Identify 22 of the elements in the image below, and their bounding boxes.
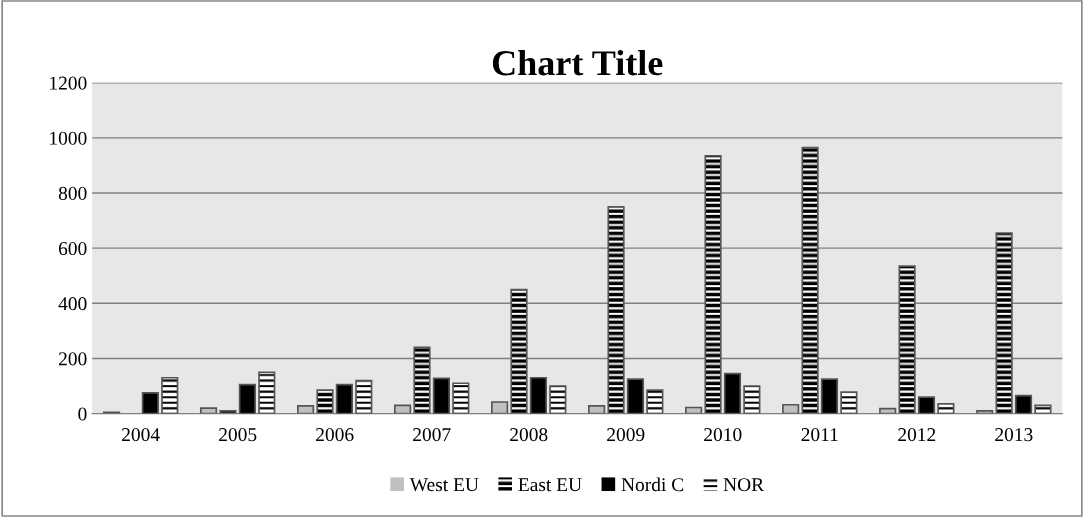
chart-title: Chart Title bbox=[492, 49, 663, 76]
legend-label: East EU bbox=[518, 478, 582, 492]
x-tick-label: 2006 bbox=[316, 428, 354, 442]
x-tick-label: 2011 bbox=[801, 428, 838, 442]
x-tick-label: 2010 bbox=[704, 428, 742, 442]
y-tick-label: 1200 bbox=[50, 76, 87, 90]
y-tick-label: 0 bbox=[78, 407, 87, 421]
y-tick-label: 400 bbox=[58, 297, 87, 311]
legend-label: NOR bbox=[723, 478, 765, 492]
legend-label: Nordi C bbox=[621, 477, 684, 492]
y-tick-label: 1000 bbox=[50, 131, 87, 145]
x-tick-label: 2013 bbox=[995, 428, 1033, 442]
legend-label: West EU bbox=[409, 478, 479, 492]
x-tick-label: 2012 bbox=[898, 428, 936, 442]
x-tick-label: 2008 bbox=[510, 428, 548, 442]
x-tick-label: 2005 bbox=[219, 428, 257, 442]
x-tick-label: 2007 bbox=[413, 428, 451, 442]
y-tick-label: 800 bbox=[58, 186, 87, 200]
x-tick-label: 2004 bbox=[122, 428, 160, 442]
y-tick-label: 600 bbox=[58, 241, 87, 256]
y-tick-label: 200 bbox=[58, 352, 87, 366]
x-tick-label: 2009 bbox=[607, 428, 645, 442]
